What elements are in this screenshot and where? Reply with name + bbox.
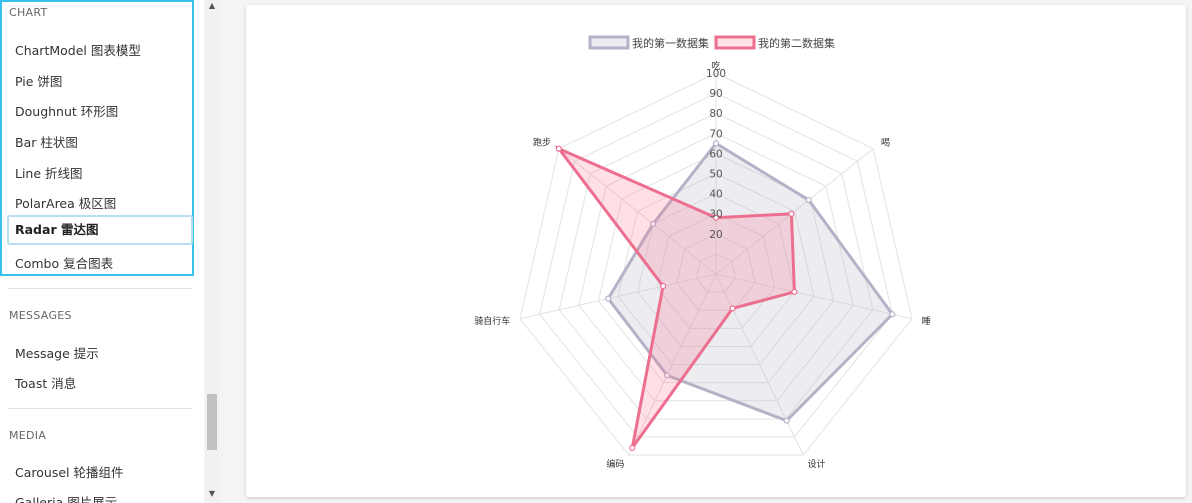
radar-category-label: 骑自行车	[474, 315, 510, 327]
radar-tick-label: 90	[709, 88, 722, 100]
scroll-up-arrow-icon[interactable]: ▲	[208, 1, 216, 10]
radar-grid-ring	[558, 112, 874, 420]
radar-point	[650, 220, 657, 227]
radar-grid-ring	[695, 253, 737, 293]
radar-point	[605, 295, 612, 302]
radar-point	[712, 214, 720, 221]
radar-category-label: 喝	[881, 137, 890, 148]
chart-section-highlight	[0, 0, 194, 276]
sidebar-item-radar[interactable]: Radar 雷达图	[7, 215, 193, 245]
sidebar-item-toast[interactable]: Toast 消息	[15, 376, 77, 391]
sidebar-item-chartmodel[interactable]: ChartModel 图表模型	[15, 43, 141, 58]
radar-category-label: 睡	[922, 315, 931, 327]
legend-swatch-1[interactable]	[588, 35, 630, 50]
radar-category-label: 设计	[808, 458, 826, 470]
radar-tick-label: 80	[709, 108, 722, 120]
radar-point	[729, 305, 736, 312]
scroll-down-arrow-icon[interactable]: ▼	[208, 489, 216, 498]
radar-spoke	[628, 273, 717, 456]
sidebar-item-pie[interactable]: Pie 饼图	[15, 74, 63, 89]
sidebar-item-combo[interactable]: Combo 复合图表	[15, 256, 114, 271]
radar-grid-ring	[597, 152, 835, 384]
chart-card: 20 30 40 50 60 70 80 90 100 吃喝睡设计 编码 骑自行车 跑步 我的第一数据集 我…	[246, 5, 1186, 497]
radar-grid-ring	[656, 213, 776, 329]
legend-swatch-2[interactable]	[714, 35, 756, 50]
legend-label-1[interactable]: 我的第一数据集	[632, 36, 709, 50]
radar-grid-ring	[617, 172, 815, 366]
radar-point	[889, 311, 896, 318]
radar-category-label: 吃	[711, 60, 720, 72]
radar-spoke	[715, 273, 913, 320]
section-title-messages: MESSAGES	[9, 309, 72, 322]
sidebar-item-polararea[interactable]: PolarArea 极区图	[15, 196, 117, 211]
sidebar-item-message[interactable]: Message 提示	[15, 346, 99, 361]
radar-grid-ring	[637, 193, 795, 347]
sidebar-scrollbar[interactable]: ▲ ▼	[205, 0, 219, 503]
radar-point	[788, 210, 795, 217]
radar-point	[805, 196, 812, 204]
radar-point	[712, 140, 720, 147]
radar-tick-label: 40	[709, 189, 722, 201]
radar-category-label: 编码	[606, 458, 624, 470]
radar-spoke	[558, 148, 717, 275]
radar-tick-label: 50	[709, 169, 722, 181]
radar-category-label: 跑步	[533, 136, 551, 148]
radar-point	[555, 145, 562, 152]
radar-series-1	[606, 141, 895, 423]
scrollbar-thumb[interactable]	[207, 394, 217, 450]
radar-spoke	[519, 273, 717, 320]
radar-point	[664, 372, 671, 379]
radar-point	[629, 444, 636, 451]
sidebar-item-line[interactable]: Line 折线图	[15, 166, 83, 181]
section-divider	[8, 408, 192, 409]
radar-grid-ring	[519, 72, 913, 456]
sidebar-item-carousel[interactable]: Carousel 轮播组件	[15, 465, 124, 480]
radar-grid-ring	[676, 233, 756, 311]
legend-label-2[interactable]: 我的第二数据集	[758, 36, 835, 50]
section-title-chart: CHART	[9, 6, 48, 19]
radar-series-2	[554, 144, 796, 449]
radar-tick-label: 70	[709, 128, 722, 140]
sidebar-item-galleria[interactable]: Galleria 图片展示	[15, 495, 118, 503]
sidebar-item-doughnut[interactable]: Doughnut 环形图	[15, 104, 119, 119]
radar-spoke	[715, 148, 874, 275]
radar-point	[783, 417, 790, 424]
section-title-media: MEDIA	[9, 429, 47, 442]
sidebar: CHART ChartModel 图表模型 Pie 饼图 Doughnut 环形…	[0, 0, 204, 503]
radar-spoke	[715, 273, 804, 456]
radar-tick-label: 30	[709, 209, 722, 221]
section-divider	[8, 288, 192, 289]
radar-tick-label: 60	[709, 148, 722, 160]
radar-grid-ring	[539, 92, 893, 438]
radar-point	[659, 282, 667, 290]
sidebar-item-bar[interactable]: Bar 柱状图	[15, 135, 78, 150]
radar-point	[791, 288, 798, 295]
radar-tick-label: 100	[706, 68, 726, 80]
radar-tick-label: 20	[709, 229, 722, 241]
